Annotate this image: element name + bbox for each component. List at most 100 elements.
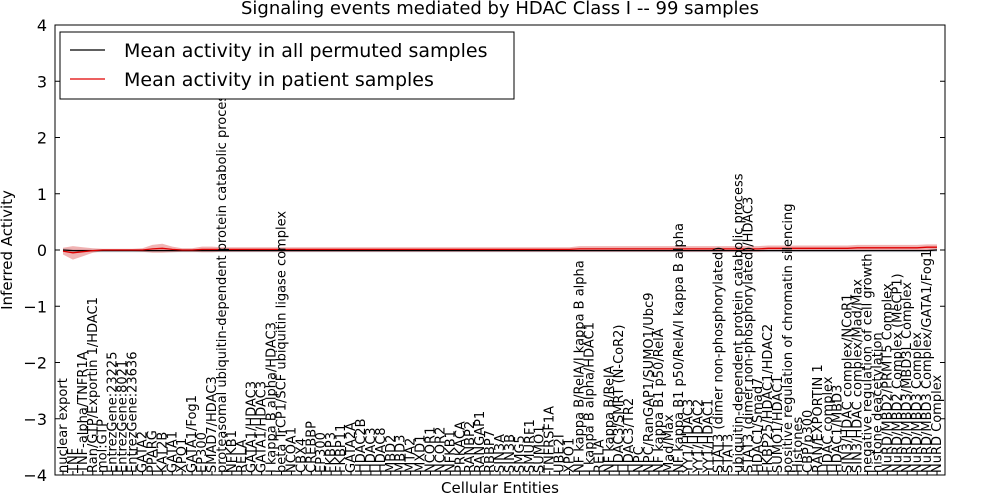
x-tick-label: NPC/RanGAP1/SUMO1/Ubc9 <box>642 293 657 473</box>
x-axis: nuclear exportTNFTNF-alpha/TNFR1ARan/GTP… <box>56 88 945 475</box>
x-tick-label: NuRD/MBD3 Complex <box>910 332 925 473</box>
x-tick-label: NF kappa B/RelA/I kappa B alpha <box>573 260 588 473</box>
x-tick-label: SIN3/HDAC complex/NCoR1 <box>841 294 856 473</box>
series-line-permuted <box>62 249 938 252</box>
x-tick-label: FKBP11 <box>334 424 349 473</box>
x-tick-label: I kappa B alpha/HDAC3 <box>265 322 280 473</box>
x-tick-label: XPO1 <box>563 438 578 473</box>
x-tick-label: EP300 <box>195 432 210 473</box>
x-tick-label: STAT3 (dimer non-phosphorylated)/HDAC3 <box>741 197 756 473</box>
x-tick-label: PRKACA <box>453 421 468 473</box>
x-tick-label: GATA2 <box>136 431 151 473</box>
x-tick-label: HDAC1/Smad7 <box>751 378 766 473</box>
x-tick-label: NuRD/MBD3 Complex/GATA1/Fog1 <box>920 250 935 473</box>
x-tick-label: GATA2A <box>344 422 359 473</box>
x-tick-label: mol:GTP <box>96 419 111 473</box>
series-line-patient <box>62 246 937 254</box>
x-tick-label: RAN/EXPORTIN 1 <box>811 364 826 473</box>
y-tick-label: −3 <box>23 410 47 429</box>
x-tick-label: UBE2I <box>553 434 568 473</box>
x-tick-label: RELA <box>235 439 250 473</box>
x-tick-label: GATA1/HDAC3 <box>255 381 270 473</box>
x-tick-label: MTA2 <box>404 438 419 473</box>
x-tick-label: SIN3A <box>493 434 508 473</box>
x-tick-label: nuclear export <box>56 378 71 473</box>
legend: Mean activity in all permuted samples Me… <box>59 31 515 100</box>
x-tick-label: MBD3 <box>394 435 409 473</box>
x-tick-label: NF kappa B1 p50/RelA/I kappa B alpha <box>672 223 687 473</box>
x-tick-label: HDAC8 <box>374 427 389 473</box>
x-tick-label: RANGAP1 <box>473 411 488 473</box>
x-tick-label: YY1/HDAC1 <box>702 399 717 474</box>
x-tick-label: TNF-alpha/TNFR1A <box>76 351 91 474</box>
x-tick-label: STAT3 <box>721 434 736 473</box>
x-tick-label: histone deacetylation <box>870 332 885 473</box>
x-tick-label: proteasomal ubiquitin-dependent protein … <box>215 88 230 473</box>
x-tick-label: HDAC complex <box>821 376 836 473</box>
x-tick-label: NCOR1 <box>424 427 439 473</box>
x-tick-label: HDAC2B <box>354 419 369 474</box>
x-tick-label: KAT2B <box>155 432 170 473</box>
x-tick-label: YY1/HDAC2 <box>692 399 707 474</box>
x-tick-label: EntrezGene:23225 <box>106 352 121 473</box>
x-tick-label: NuRD Complex <box>930 375 945 473</box>
legend-label-permuted: Mean activity in all permuted samples <box>124 40 487 62</box>
x-tick-label: Ran/GTP/Exportin 1/HDAC1 <box>86 297 101 473</box>
y-tick-label: 1 <box>37 185 47 204</box>
legend-label-patient: Mean activity in patient samples <box>124 69 434 91</box>
x-tick-label: HDAC1/MBD3 <box>831 385 846 473</box>
x-tick-label: SIN3/HDAC complex/Mad/Max <box>851 279 866 473</box>
x-tick-label: GATA1 <box>165 431 180 473</box>
x-tick-label: SMG5 <box>513 435 528 473</box>
x-tick-label: SMAD7/HDAC3 <box>205 376 220 473</box>
x-tick-label: GATA1/HDAC3 <box>245 381 260 473</box>
x-tick-label: SIN3B <box>503 434 518 473</box>
y-tick-label: 4 <box>37 16 47 35</box>
x-tick-label: NF kappa B/RelA <box>602 365 617 473</box>
y-tick-label: 3 <box>37 72 47 91</box>
y-axis: −4 −3 −2 −1 0 1 2 3 4 <box>23 16 945 485</box>
x-tick-label: FKBP3 <box>324 432 339 473</box>
x-tick-label: MXD1 <box>414 435 429 473</box>
x-tick-label: NCOA1 <box>284 427 299 473</box>
lines-layer <box>62 246 938 254</box>
x-tick-label: SUMO1/HDAC1 <box>771 376 786 473</box>
x-tick-label: HDAC3/TR2 <box>622 398 637 473</box>
x-tick-label: NPC <box>632 446 647 473</box>
x-tick-label: EP300 <box>314 432 329 473</box>
x-tick-label: STAT3 (dimer non-phosphorylated) <box>712 247 727 473</box>
x-tick-label: NuRD/MBD3/MBD3L Complex <box>900 282 915 473</box>
x-tick-label: RELA <box>592 439 607 473</box>
y-tick-label: 2 <box>37 129 47 148</box>
x-tick-label: I kappa B alpha/HDAC1 <box>582 322 597 473</box>
y-tick-label: 0 <box>37 241 47 260</box>
x-tick-label: beta TrCP1/SCF ubiquitin ligase complex <box>275 211 290 473</box>
x-tick-label: ubiquitin-dependent protein catabolic pr… <box>731 173 746 473</box>
y-tick-label: −4 <box>23 466 47 485</box>
x-tick-label: CBX4 <box>294 438 309 473</box>
x-tick-label: EntrezGene:8021 <box>116 360 131 473</box>
x-tick-label: NuRD/MBD2 Complex (MeCP1) <box>890 273 905 473</box>
x-tick-label: TNFRSF1A <box>543 406 558 474</box>
x-tick-label: SMURF1 <box>523 419 538 473</box>
x-axis-label: Cellular Entities <box>441 479 559 497</box>
x-tick-label: Histones <box>791 417 806 473</box>
x-tick-label: YY1/HDAC3 <box>682 399 697 474</box>
x-tick-label: RBBP7 <box>483 430 498 473</box>
x-tick-label: TNF <box>66 448 81 474</box>
x-tick-label: negative regulation of cell growth <box>861 253 876 473</box>
legend-box <box>59 31 515 100</box>
x-tick-label: EntrezGene:23636 <box>126 352 141 473</box>
x-tick-label: NFKB1 <box>443 430 458 473</box>
x-tick-label: CREBBP <box>304 421 319 473</box>
x-tick-label: PPARG <box>145 430 160 473</box>
x-tick-label: HDAC3 <box>364 427 379 473</box>
chart-title: Signaling events mediated by HDAC Class … <box>241 0 759 19</box>
x-tick-label: FKBP25/HDAC1/HDAC2 <box>761 324 776 473</box>
y-axis-label: Inferred Activity <box>0 190 16 310</box>
x-tick-label: NuRD/MBD2/PRMT5 Complex <box>880 283 895 473</box>
patient-band <box>63 243 937 260</box>
x-tick-label: Mad/Max <box>662 414 677 473</box>
